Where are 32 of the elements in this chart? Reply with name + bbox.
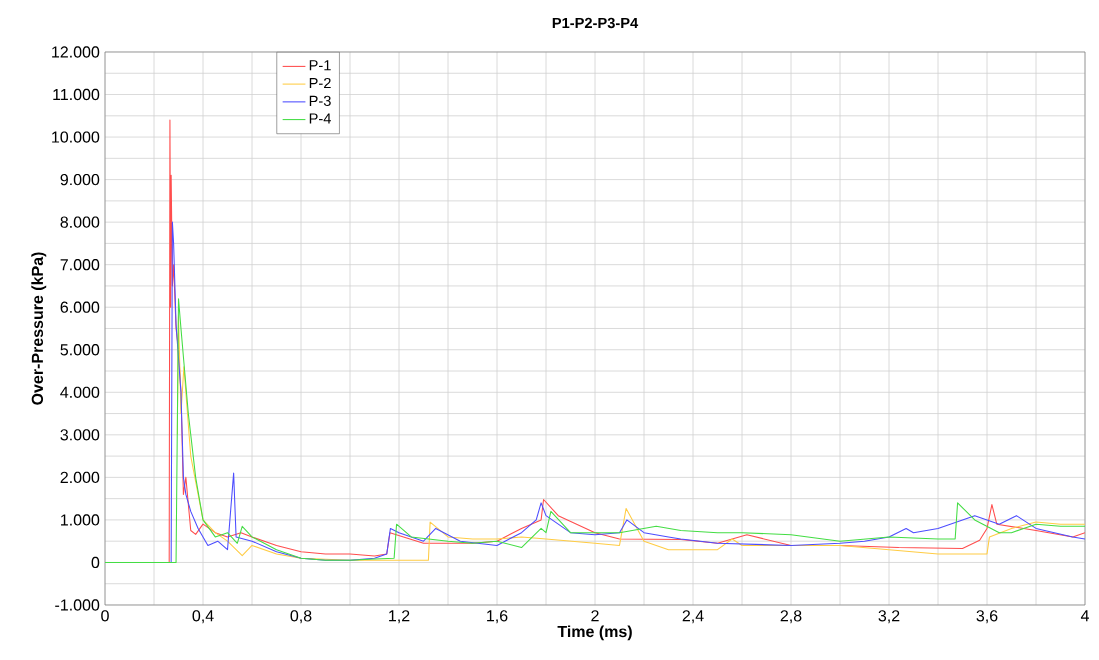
x-tick-label: 1,6 <box>487 610 508 624</box>
x-axis-title: Time (ms) <box>557 625 632 641</box>
y-axis-title: Over-Pressure (kPa) <box>31 252 47 405</box>
x-tick-label: 0,4 <box>192 610 214 624</box>
legend-label: P-1 <box>309 60 331 71</box>
y-tick-label: 3.000 <box>60 429 100 441</box>
x-tick-label: 1,2 <box>389 610 410 624</box>
x-tick-label: 2,8 <box>780 610 802 624</box>
y-tick-label: 5.000 <box>60 344 100 356</box>
y-tick-label: 12.000 <box>52 46 100 58</box>
chart-title: P1-P2-P3-P4 <box>552 17 639 29</box>
y-tick-label: 10.000 <box>52 131 100 143</box>
y-tick-label: 4.000 <box>60 386 100 398</box>
y-tick-label: 6.000 <box>60 301 100 313</box>
y-tick-label: 8.000 <box>60 216 100 228</box>
y-tick-label: 7.000 <box>60 259 100 271</box>
x-tick-label: 0 <box>101 610 109 622</box>
x-tick-label: 0,8 <box>290 610 312 624</box>
x-tick-label: 2,4 <box>682 610 704 624</box>
x-tick-label: 4 <box>1080 610 1089 622</box>
y-tick-label: 9.000 <box>60 173 100 186</box>
legend-label: P-2 <box>309 77 331 89</box>
legend-label: P-3 <box>309 95 331 107</box>
legend-label: P-4 <box>309 113 331 124</box>
y-tick-label: 0 <box>91 556 100 569</box>
x-tick-label: 2 <box>591 610 599 622</box>
y-tick-label: 1.000 <box>61 514 100 526</box>
x-tick-label: 3,6 <box>976 610 998 624</box>
y-tick-label: -1.000 <box>55 599 100 611</box>
x-tick-label: 3,2 <box>878 610 900 624</box>
y-tick-label: 11.000 <box>53 88 100 101</box>
y-tick-label: 2.000 <box>60 471 100 484</box>
